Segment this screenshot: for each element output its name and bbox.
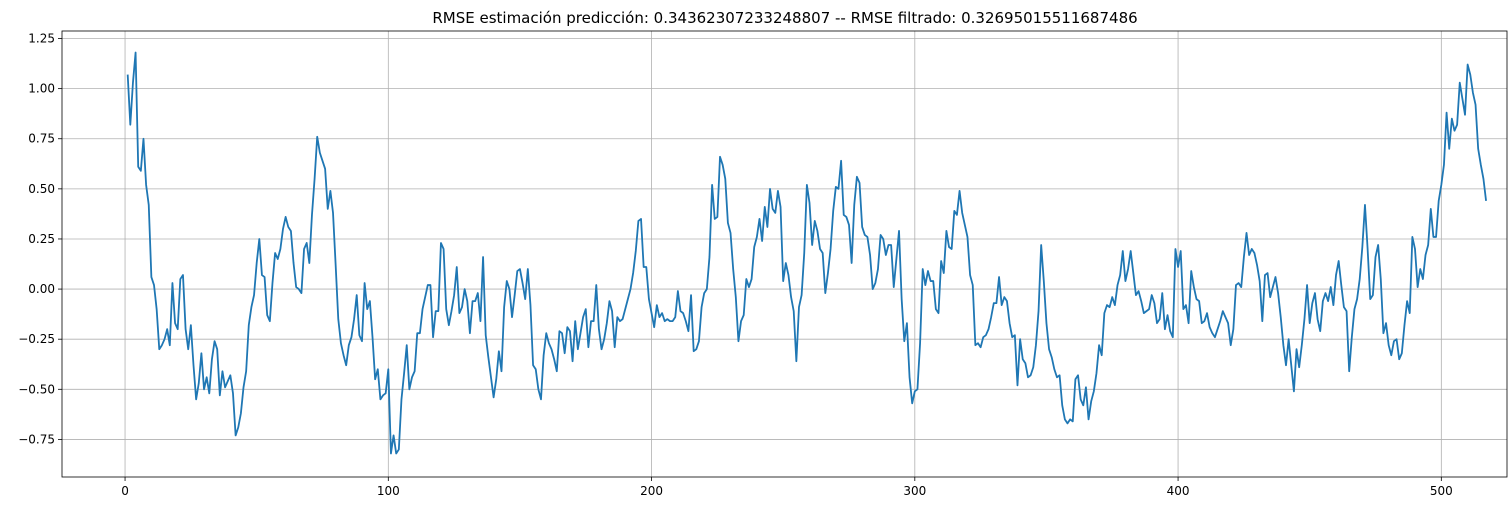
x-tick-label: 500 (1430, 484, 1453, 498)
grid-layer (62, 31, 1507, 477)
chart-title: RMSE estimación predicción: 0.3436230723… (432, 9, 1137, 27)
x-tick-label: 0 (121, 484, 129, 498)
y-tick-label: −0.50 (18, 382, 55, 396)
x-tick-label: 100 (377, 484, 400, 498)
y-tick-label: −0.75 (18, 432, 55, 446)
y-tick-label: 1.25 (28, 32, 55, 46)
y-tick-label: 0.50 (28, 182, 55, 196)
x-tick-label: 200 (640, 484, 663, 498)
tick-layer: 0 100 200 300 400 500 −0.75 −0.50 −0.25 0.00 0.25 0… (18, 32, 1453, 498)
x-tick-label: 400 (1167, 484, 1190, 498)
y-tick-label: 1.00 (28, 82, 55, 96)
y-tick-label: 0.00 (28, 282, 55, 296)
plot-frame (61, 30, 1508, 478)
y-tick-label: 0.25 (28, 232, 55, 246)
y-tick-label: 0.75 (28, 132, 55, 146)
x-tick-label: 300 (903, 484, 926, 498)
y-tick-label: −0.25 (18, 332, 55, 346)
series-line (126, 51, 1487, 455)
